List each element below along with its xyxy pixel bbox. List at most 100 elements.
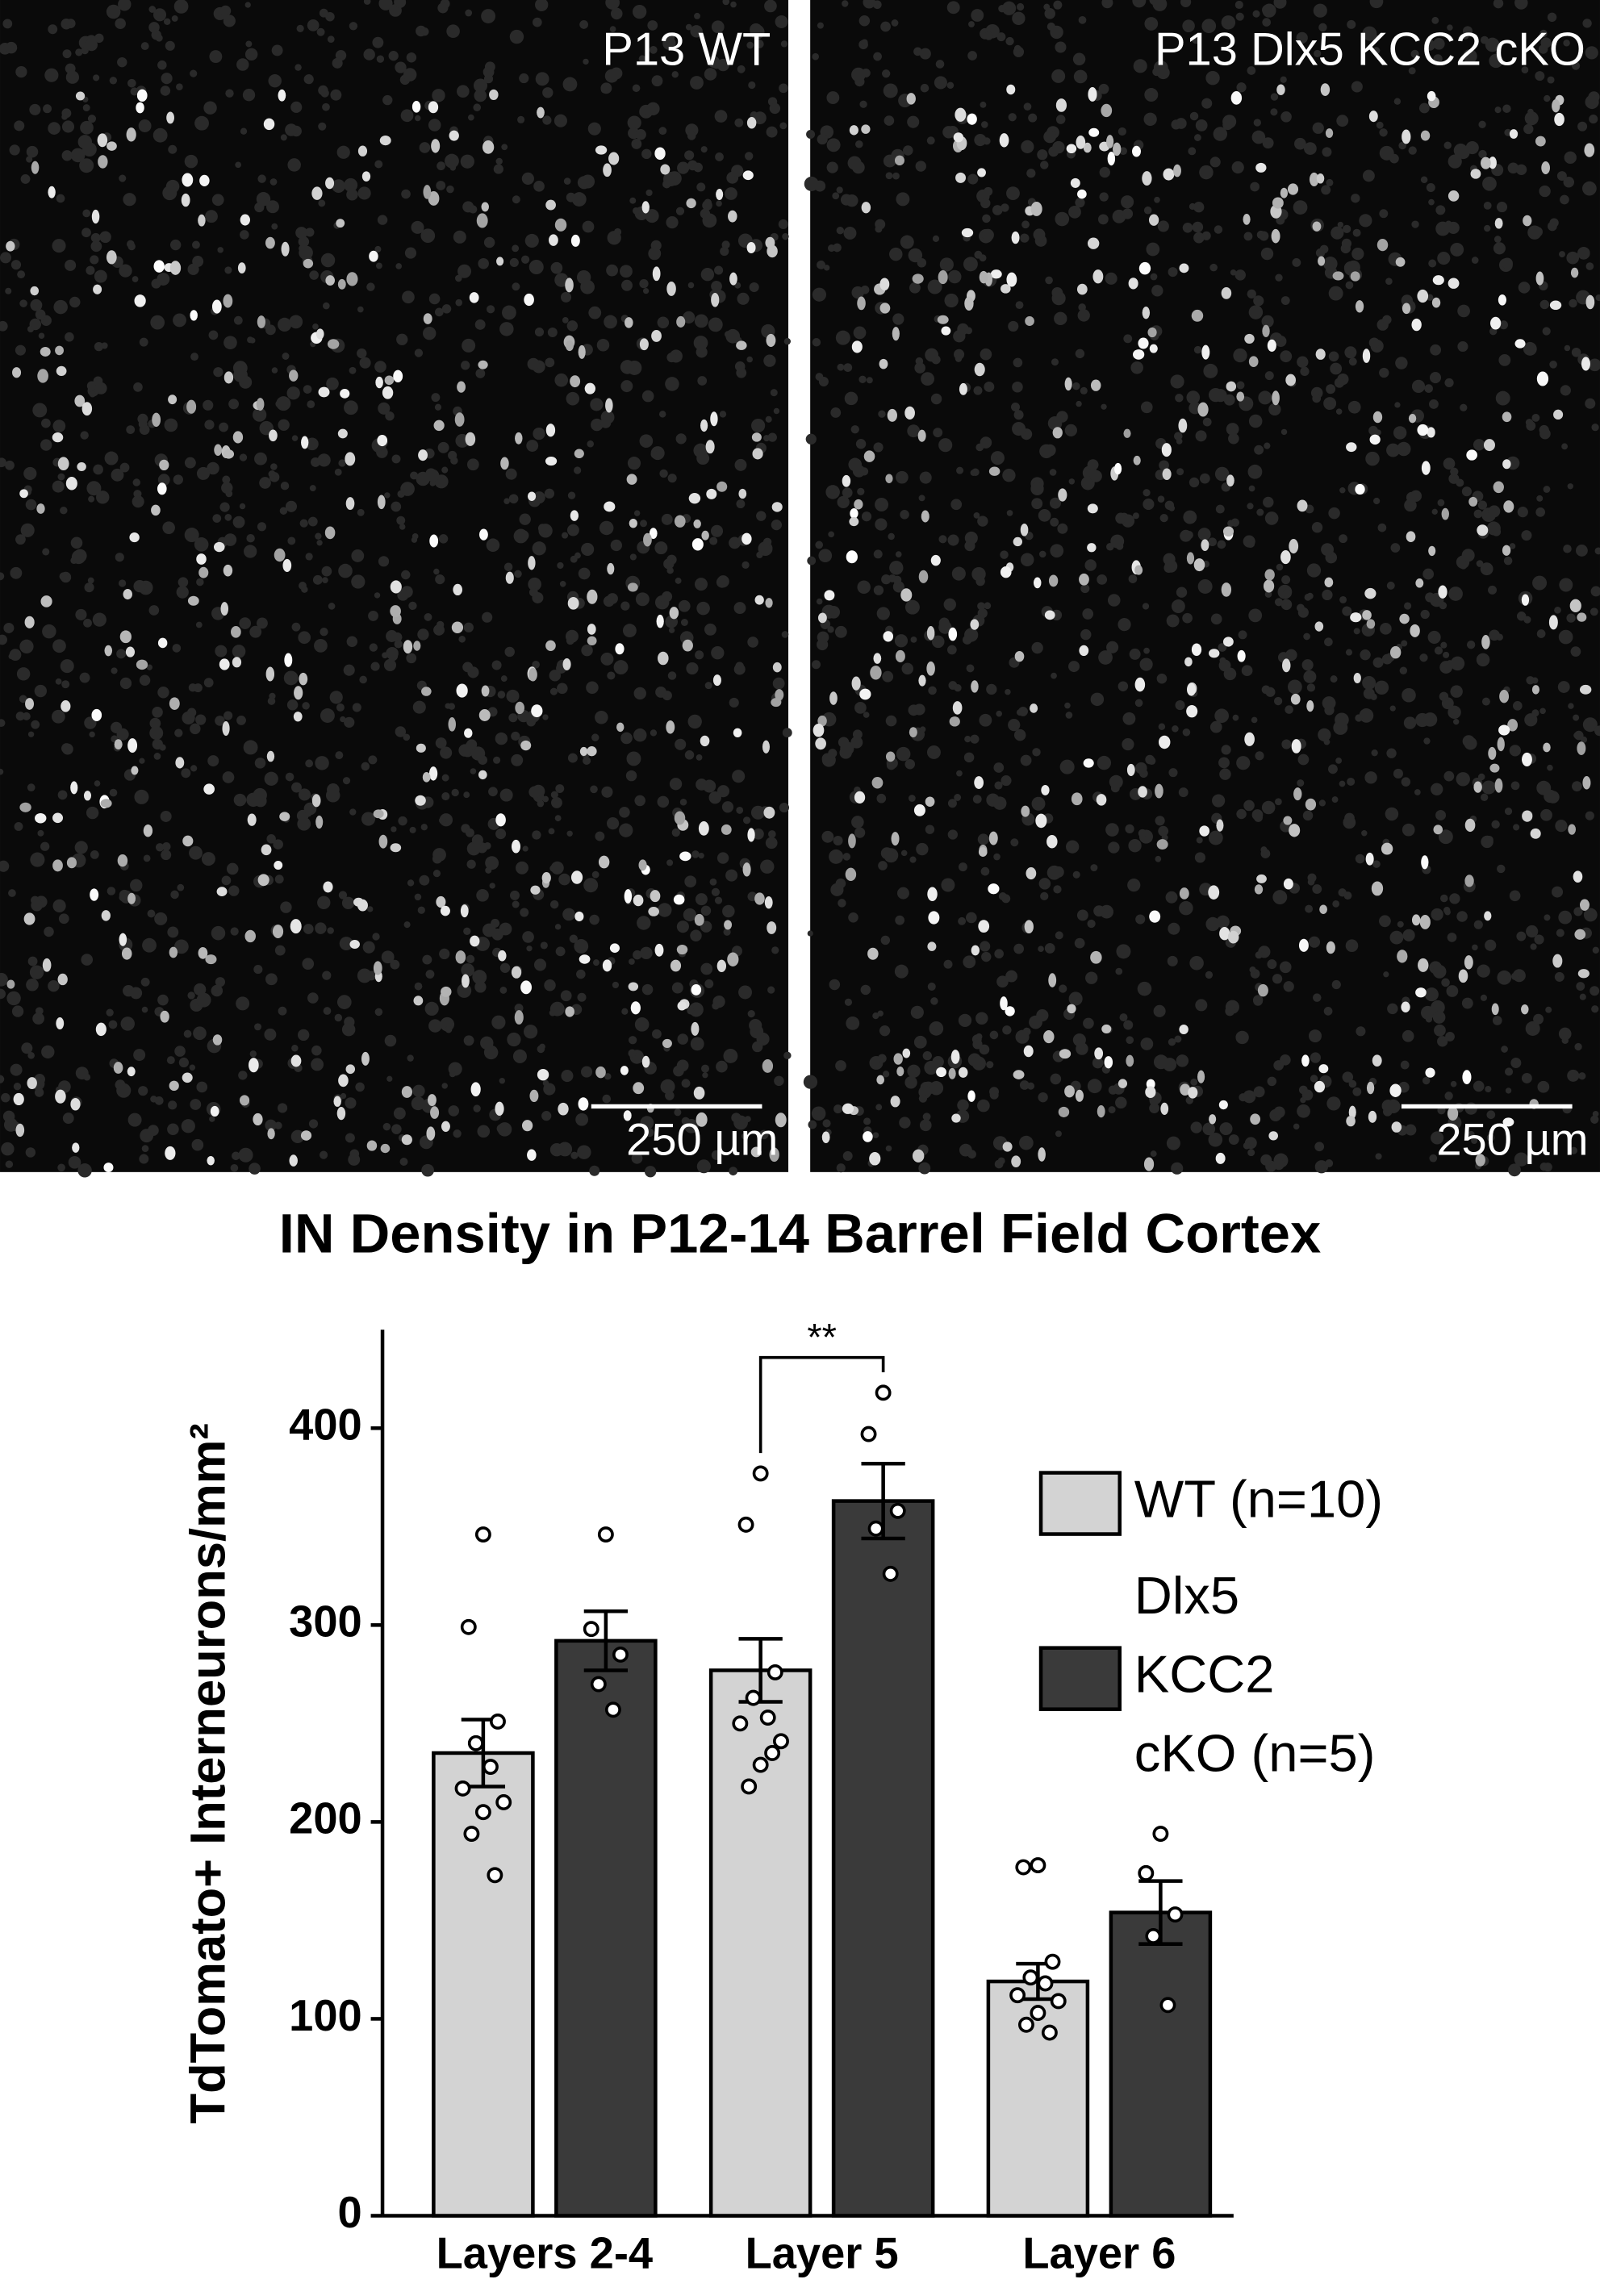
neuropil [59,572,68,581]
neuropil [1343,261,1358,275]
neuropil [1450,656,1465,671]
neuropil [1013,728,1026,741]
panel-label: P13 WT [602,23,771,75]
neuropil [271,223,278,230]
neuropil [190,69,198,77]
cell [656,614,664,628]
neuropil [1359,708,1374,723]
neuropil [1040,161,1049,169]
neuropil [1311,522,1323,533]
neuropil [190,1099,202,1110]
cell [31,161,40,174]
neuropil [982,214,991,223]
neuropil [830,407,842,418]
cell [988,883,1000,895]
neuropil [896,192,910,207]
neuropil [666,859,674,866]
neuropil [1212,794,1226,808]
cell [1522,810,1533,822]
cell [93,284,102,294]
neuropil [480,1036,494,1050]
neuropil [712,996,725,1008]
cell [1368,1110,1377,1123]
neuropil [957,1099,969,1112]
neuropil [671,982,683,994]
neuropil [1432,1011,1446,1024]
neuropil [986,1061,994,1069]
y-tick-label: 200 [289,1794,362,1843]
neuropil [876,607,890,620]
neuropil [52,239,66,253]
neuropil [661,513,673,525]
cell [1319,904,1327,914]
neuropil [52,420,66,432]
cell [1026,866,1037,880]
neuropil [25,1147,36,1158]
neuropil [1174,1035,1182,1043]
cell [1368,111,1378,123]
neuropil [404,247,417,259]
cell [1438,585,1448,599]
neuropil [558,873,570,886]
neuropil [384,492,391,499]
neuropil [366,282,375,291]
neuropil [242,89,256,102]
neuropil [146,664,152,670]
neuropil [279,507,288,515]
neuropil [27,731,35,737]
neuropil [411,536,418,543]
neuropil [1447,24,1453,31]
neuropil [1225,1006,1235,1017]
neuropil [566,830,573,837]
neuropil [419,142,431,153]
neuropil [236,715,246,725]
neuropil [393,1107,406,1120]
neuropil [1567,1069,1580,1082]
neuropil [1262,5,1272,15]
cell [941,326,951,336]
neuropil [654,541,668,555]
neuropil [1570,646,1581,657]
neuropil [5,41,18,54]
data-point [860,1426,877,1442]
neuropil [274,875,284,884]
neuropil [223,15,236,27]
neuropil [1099,166,1110,178]
neuropil [149,726,164,741]
neuropil [554,815,562,822]
neuropil [1296,603,1305,612]
neuropil [858,15,871,27]
cell [1483,439,1495,452]
cell [1301,1054,1310,1067]
cell [1346,1115,1356,1127]
neuropil [1182,19,1195,32]
neuropil [407,879,415,887]
cell [654,943,664,957]
neuropil [1190,1078,1198,1086]
neuropil [1578,1072,1586,1080]
neuropil [1343,816,1356,829]
cell [1402,129,1411,144]
neuropil [1446,985,1459,997]
cell [211,299,222,314]
neuropil [1590,1115,1599,1123]
cell [1142,171,1152,186]
neuropil [322,577,328,583]
neuropil [512,282,520,291]
cell [955,172,966,183]
neuropil [1043,130,1056,144]
neuropil [108,1020,118,1029]
neuropil [422,954,432,965]
neuropil [708,791,722,804]
cell [182,835,194,847]
neuropil [708,317,723,332]
cell [1227,930,1239,944]
neuropil [1328,507,1340,520]
neuropil [1590,586,1600,597]
neuropil [971,566,986,582]
neuropil [562,908,575,921]
cell [1035,813,1047,829]
neuropil [1251,809,1264,820]
neuropil [850,736,863,749]
data-point [1167,1906,1184,1923]
